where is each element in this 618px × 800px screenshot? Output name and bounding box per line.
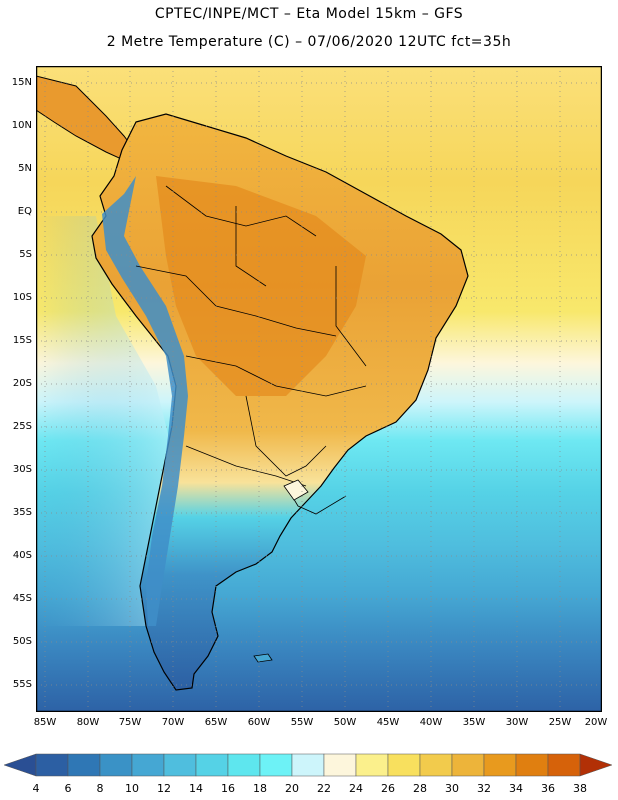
map-frame: [36, 66, 602, 712]
lat-label: 30S: [12, 464, 32, 475]
colorbar-swatch: [259, 753, 293, 777]
lon-label: 70W: [161, 717, 185, 728]
colorbar-label: 14: [189, 782, 203, 795]
colorbar-label: 10: [125, 782, 139, 795]
lon-label: 45W: [376, 717, 400, 728]
hot-interior: [156, 176, 366, 396]
colorbar-label: 26: [381, 782, 395, 795]
lon-label: 60W: [247, 717, 271, 728]
colorbar-label: 24: [349, 782, 363, 795]
colorbar: [4, 753, 613, 777]
colorbar-swatch: [483, 753, 517, 777]
andes-cold-ridge: [102, 176, 188, 626]
lon-label: 65W: [204, 717, 228, 728]
colorbar-swatch: [387, 753, 421, 777]
lat-label: 10S: [12, 292, 32, 303]
colorbar-label: 22: [317, 782, 331, 795]
map-title-line-2: 2 Metre Temperature (C) – 07/06/2020 12U…: [106, 34, 512, 50]
colorbar-label: 38: [573, 782, 587, 795]
colorbar-swatch: [515, 753, 549, 777]
lat-label: 15N: [11, 77, 32, 88]
lat-label: 55S: [12, 679, 32, 690]
colorbar-swatch: [35, 753, 69, 777]
colorbar-label: 8: [96, 782, 104, 795]
colorbar-low-arrow: [4, 753, 37, 777]
temperature-map: [36, 66, 602, 712]
lon-label: 55W: [290, 717, 314, 728]
colorbar-high-arrow: [579, 753, 613, 777]
lat-label: 20S: [12, 378, 32, 389]
colorbar-swatch: [67, 753, 101, 777]
lat-label: EQ: [17, 206, 32, 217]
country-borders: [135, 185, 367, 515]
colorbar-label: 32: [477, 782, 491, 795]
colorbar-swatch: [291, 753, 325, 777]
colorbar-swatch: [99, 753, 133, 777]
falkland-islands: [253, 653, 273, 663]
lon-label: 75W: [118, 717, 142, 728]
lat-label: 50S: [12, 636, 32, 647]
lat-label: 10N: [11, 120, 32, 131]
colorbar-swatch: [131, 753, 165, 777]
colorbar-swatch: [195, 753, 229, 777]
lat-label: 25S: [12, 421, 32, 432]
lon-label: 40W: [419, 717, 443, 728]
rio-de-la-plata: [283, 479, 309, 501]
lat-label: 15S: [12, 335, 32, 346]
colorbar-swatch: [163, 753, 197, 777]
colorbar-swatch: [547, 753, 581, 777]
colorbar-label: 4: [32, 782, 40, 795]
lat-label: 5S: [19, 249, 32, 260]
lon-label: 50W: [333, 717, 357, 728]
lon-label: 30W: [505, 717, 529, 728]
colorbar-label: 30: [445, 782, 459, 795]
colorbar-label: 18: [253, 782, 267, 795]
lon-label: 85W: [33, 717, 57, 728]
lat-label: 40S: [12, 550, 32, 561]
lon-label: 25W: [548, 717, 572, 728]
colorbar-swatch: [419, 753, 453, 777]
lon-label: 20W: [584, 717, 608, 728]
colorbar-label: 6: [64, 782, 72, 795]
pacific-cool-band: [36, 216, 176, 626]
colorbar-swatch: [227, 753, 261, 777]
colorbar-swatch: [355, 753, 389, 777]
colorbar-label: 36: [541, 782, 555, 795]
colorbar-label: 28: [413, 782, 427, 795]
colorbar-label: 34: [509, 782, 523, 795]
lon-label: 80W: [76, 717, 100, 728]
colorbar-swatch: [323, 753, 357, 777]
colorbar-label: 20: [285, 782, 299, 795]
colorbar-label: 12: [157, 782, 171, 795]
lat-label: 35S: [12, 507, 32, 518]
colorbar-label: 16: [221, 782, 235, 795]
lat-label: 45S: [12, 593, 32, 604]
lat-label: 5N: [18, 163, 32, 174]
map-title-line-1: CPTEC/INPE/MCT – Eta Model 15km – GFS: [154, 6, 464, 22]
colorbar-swatch: [451, 753, 485, 777]
lon-label: 35W: [462, 717, 486, 728]
